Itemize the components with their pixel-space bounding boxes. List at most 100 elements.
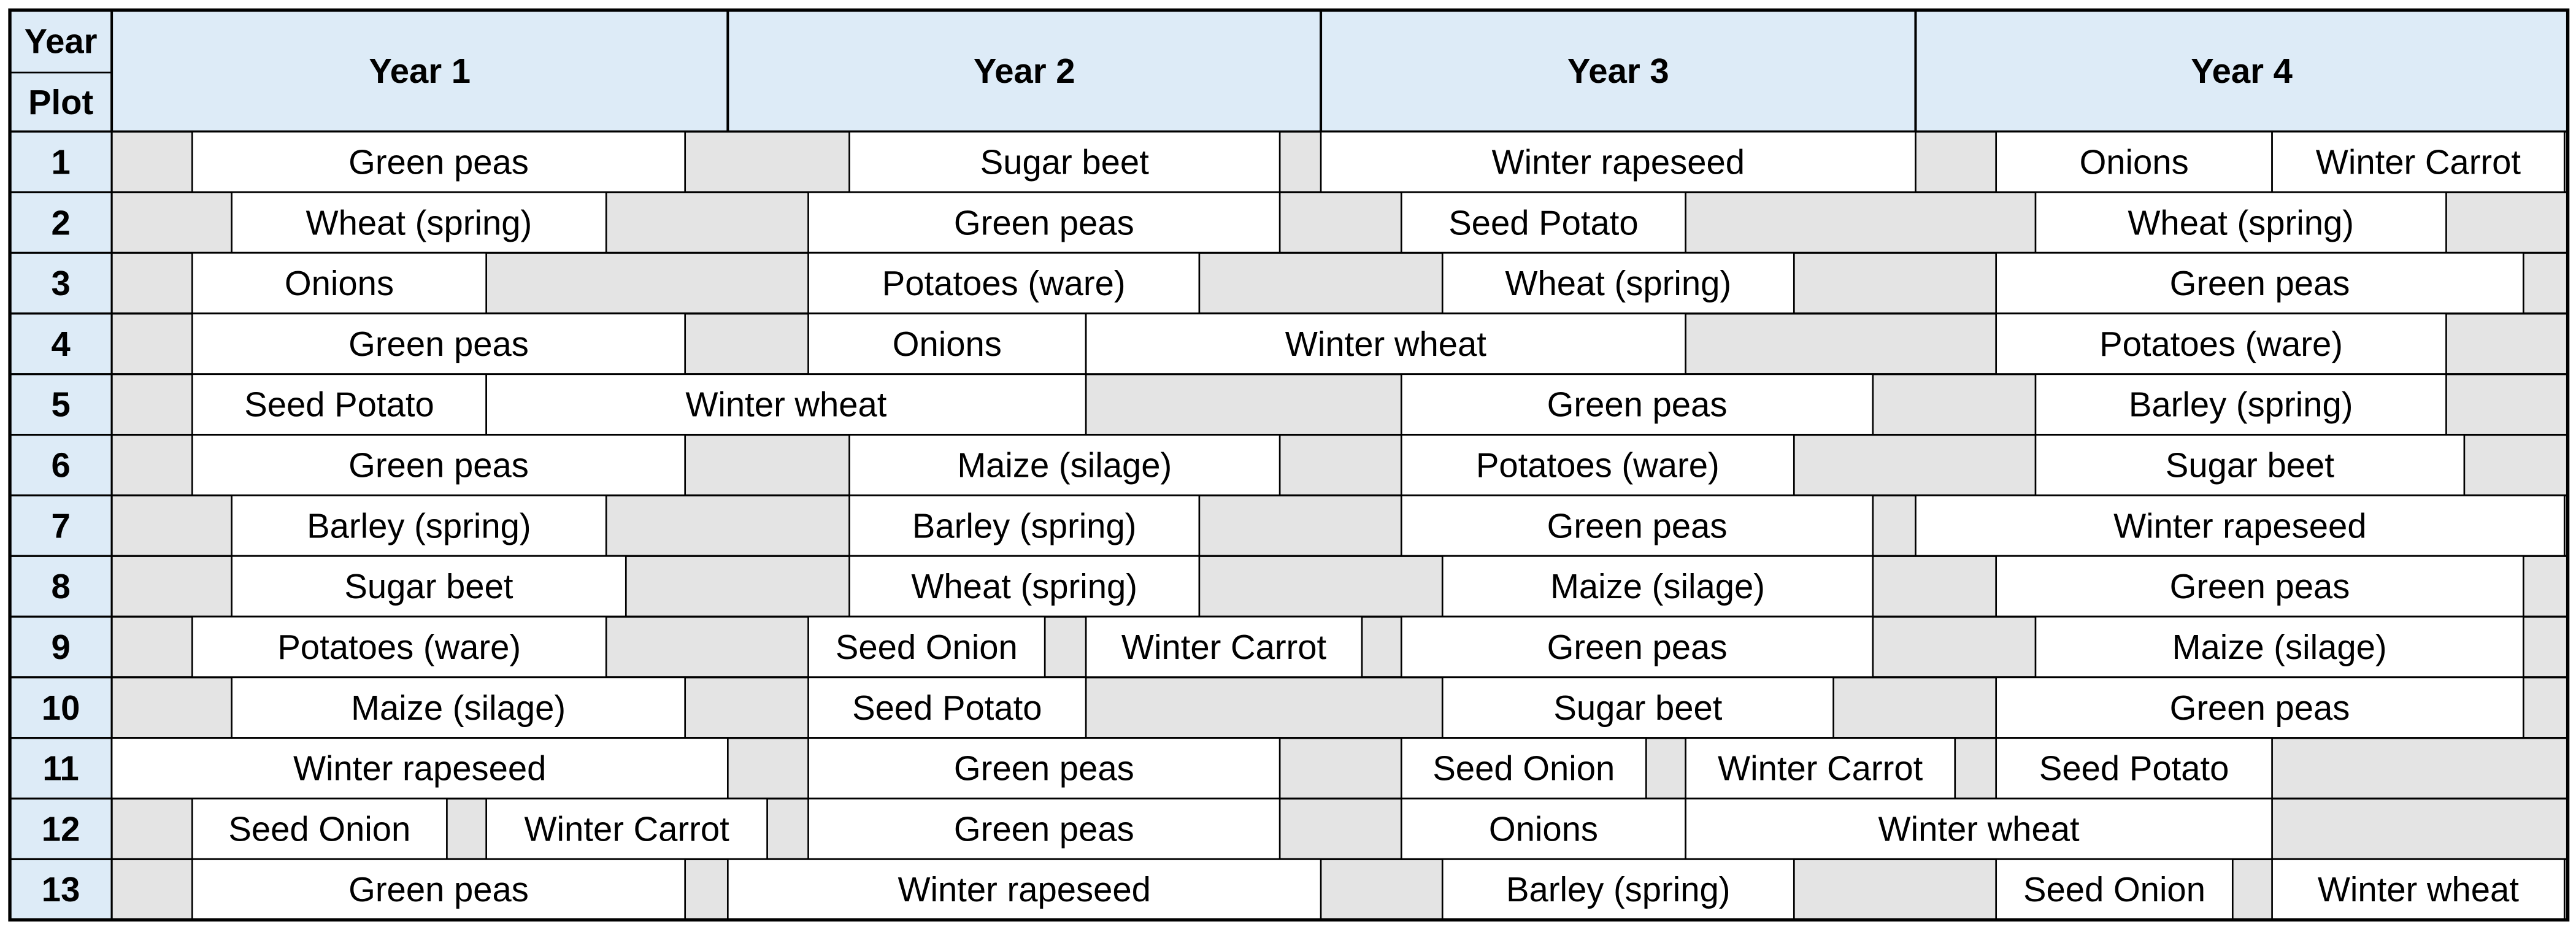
crop-label: Green peas bbox=[1547, 506, 1728, 545]
crop-cell bbox=[1915, 495, 2566, 557]
crop-label: Potatoes (ware) bbox=[882, 264, 1126, 302]
crop-cell bbox=[2034, 191, 2447, 254]
plot-number: 7 bbox=[51, 506, 70, 545]
crop-cell bbox=[1995, 555, 2524, 618]
crop-label: Green peas bbox=[348, 142, 529, 181]
crop-label: Winter rapeseed bbox=[898, 870, 1150, 909]
crop-cell bbox=[1400, 615, 1874, 679]
crop-label: Sugar beet bbox=[1553, 688, 1722, 727]
crop-cell bbox=[1685, 737, 1956, 799]
crop-label: Wheat (spring) bbox=[1505, 264, 1731, 302]
crop-cell bbox=[848, 131, 1281, 193]
year-header: Year 3 bbox=[1567, 52, 1669, 90]
crop-cell bbox=[1400, 434, 1795, 496]
crop-label: Winter Carrot bbox=[1718, 749, 1923, 788]
crop-label: Green peas bbox=[1547, 385, 1728, 424]
crop-cell bbox=[1441, 555, 1874, 618]
plot-number: 4 bbox=[51, 325, 70, 363]
crop-label: Green peas bbox=[1547, 628, 1728, 666]
crop-cell bbox=[1995, 252, 2524, 315]
crop-cell bbox=[807, 615, 1046, 679]
crop-label: Winter wheat bbox=[1878, 809, 2080, 848]
crop-label: Winter wheat bbox=[2318, 870, 2519, 909]
crop-label: Winter rapeseed bbox=[293, 749, 546, 788]
crop-label: Winter rapeseed bbox=[1492, 142, 1745, 181]
crop-cell bbox=[726, 858, 1322, 921]
crop-cell bbox=[2034, 434, 2466, 496]
crop-cell bbox=[1995, 312, 2447, 375]
crop-cell bbox=[191, 798, 448, 860]
crop-cell bbox=[110, 737, 729, 799]
crop-cell bbox=[1995, 131, 2273, 193]
crop-cell bbox=[191, 373, 488, 436]
crop-label: Winter Carrot bbox=[2316, 142, 2521, 181]
crop-label: Seed Onion bbox=[1432, 749, 1615, 788]
crop-label: Sugar beet bbox=[980, 142, 1149, 181]
crop-label: Green peas bbox=[2170, 264, 2350, 302]
header-bg bbox=[9, 9, 2569, 133]
crop-label: Winter rapeseed bbox=[2113, 506, 2366, 545]
crop-label: Green peas bbox=[348, 325, 529, 363]
corner-bottom: Plot bbox=[28, 83, 93, 121]
crop-cell bbox=[231, 191, 607, 254]
crop-label: Sugar beet bbox=[344, 567, 513, 606]
crop-cell bbox=[485, 373, 1087, 436]
plot-number: 11 bbox=[42, 749, 79, 788]
crop-cell bbox=[1400, 191, 1686, 254]
crop-label: Green peas bbox=[954, 809, 1134, 848]
crop-label: Onions bbox=[1489, 809, 1598, 848]
crop-cell bbox=[2034, 615, 2524, 679]
crop-label: Barley (spring) bbox=[912, 506, 1137, 545]
crop-label: Barley (spring) bbox=[1506, 870, 1731, 909]
crop-cell bbox=[807, 191, 1281, 254]
crop-cell bbox=[191, 615, 607, 679]
crop-cell bbox=[231, 676, 686, 739]
crop-label: Barley (spring) bbox=[2129, 385, 2353, 424]
crop-cell bbox=[191, 252, 488, 315]
crop-label: Maize (silage) bbox=[1550, 567, 1765, 606]
crop-label: Potatoes (ware) bbox=[1476, 446, 1720, 485]
crop-cell bbox=[231, 555, 627, 618]
year-header: Year 2 bbox=[974, 52, 1075, 90]
plot-number: 13 bbox=[42, 870, 80, 909]
crop-cell bbox=[191, 131, 686, 193]
plot-cell bbox=[9, 373, 113, 436]
crop-label: Winter wheat bbox=[1285, 325, 1486, 363]
crop-label: Barley (spring) bbox=[307, 506, 531, 545]
crop-cell bbox=[1685, 798, 2273, 860]
crop-cell bbox=[191, 858, 686, 921]
crop-label: Onions bbox=[893, 325, 1002, 363]
crop-label: Potatoes (ware) bbox=[277, 628, 521, 666]
crop-cell bbox=[1995, 858, 2234, 921]
crop-cell bbox=[191, 434, 686, 496]
crop-label: Maize (silage) bbox=[351, 688, 566, 727]
crop-cell bbox=[1441, 858, 1795, 921]
plot-number: 5 bbox=[51, 385, 70, 424]
plot-number: 3 bbox=[51, 264, 70, 302]
table-border bbox=[8, 8, 2570, 922]
crop-label: Seed Onion bbox=[228, 809, 410, 848]
plot-number: 12 bbox=[42, 809, 80, 848]
crop-label: Winter wheat bbox=[685, 385, 886, 424]
crop-cell bbox=[807, 312, 1087, 375]
crop-cell bbox=[1085, 615, 1363, 679]
crop-cell bbox=[1400, 495, 1874, 557]
crop-label: Green peas bbox=[954, 749, 1134, 788]
crop-label: Seed Potato bbox=[2039, 749, 2229, 788]
crop-label: Seed Onion bbox=[836, 628, 1018, 666]
crop-label: Winter Carrot bbox=[1121, 628, 1327, 666]
crop-cell bbox=[807, 676, 1087, 739]
crop-label: Maize (silage) bbox=[2172, 628, 2387, 666]
crop-cell bbox=[807, 798, 1281, 860]
crop-cell bbox=[2271, 858, 2566, 921]
crop-cell bbox=[848, 555, 1201, 618]
crop-label: Onions bbox=[285, 264, 394, 302]
corner-top: Year bbox=[25, 22, 98, 61]
crop-cell bbox=[2271, 131, 2566, 193]
crop-label: Wheat (spring) bbox=[911, 567, 1137, 606]
crop-label: Onions bbox=[2080, 142, 2189, 181]
crop-label: Seed Potato bbox=[852, 688, 1042, 727]
crop-label: Green peas bbox=[348, 870, 529, 909]
